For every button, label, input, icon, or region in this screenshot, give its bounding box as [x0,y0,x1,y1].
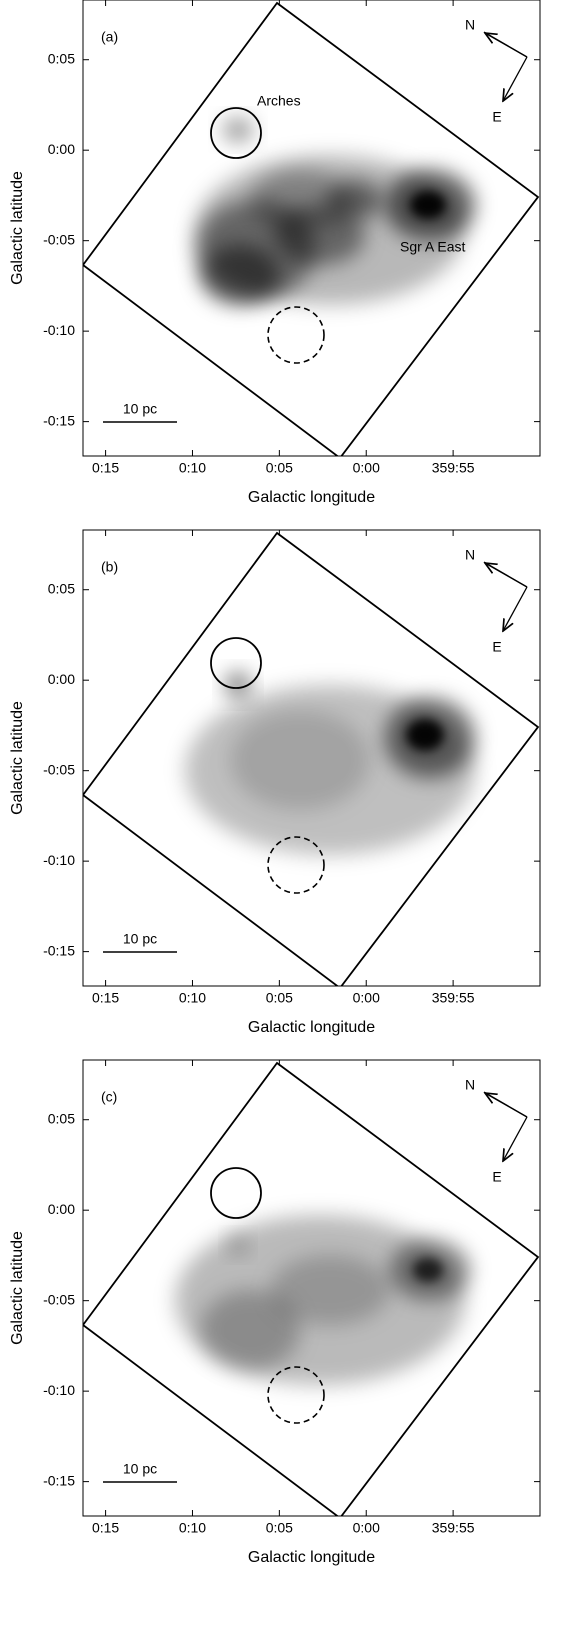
emission [230,710,370,810]
x-tick-label: 0:05 [266,990,293,1006]
y-tick-label: -0:05 [43,761,75,777]
x-tick-label: 0:00 [353,1520,380,1536]
y-tick-label: 0:05 [48,50,75,66]
field-of-view [83,1061,540,1516]
compass-arrow [503,1116,528,1161]
panel: 0:15 0:10 0:05 0:00 359:55 0:05 0:00 -0:05 -0:10… [9,0,541,506]
annotation: Sgr A East [400,239,465,255]
arches-region [210,1167,262,1219]
panel: 0:15 0:10 0:05 0:00 359:55 0:05 0:00 -0:05 -0:10… [9,529,541,1036]
y-tick-label: -0:15 [43,1472,75,1488]
xray-image [83,1061,540,1516]
plot-frame [82,0,541,457]
field-of-view [83,1,540,456]
x-axis-title: Galactic longitude [248,489,375,506]
compass-arrow [485,563,528,588]
scale-bar-label: 10 pc [123,931,157,947]
compass-e: E [492,109,501,125]
field-of-view [83,531,540,986]
y-tick-label: -0:10 [43,1382,75,1398]
y-tick-label: -0:15 [43,942,75,958]
y-tick-label: -0:10 [43,852,75,868]
emission [200,245,280,305]
x-tick-label: 0:15 [92,460,119,476]
x-tick-label: 0:10 [179,990,206,1006]
x-tick-label: 0:15 [92,990,119,1006]
scale-bar-label: 10 pc [123,1461,157,1477]
xray-image [83,531,540,986]
compass-e: E [492,1169,501,1185]
x-tick-label: 359:55 [432,460,475,476]
x-axis-title: Galactic longitude [248,1019,375,1036]
annotation: Arches [257,93,301,109]
plot-frame [82,1059,541,1517]
panel-label: (c) [101,1089,117,1105]
background-region [267,836,325,894]
compass-arrow [503,586,528,631]
xray-image [83,1,540,456]
y-tick-label: -0:10 [43,322,75,338]
x-tick-label: 0:10 [179,1520,206,1536]
emission [223,118,253,142]
scale-bar-label: 10 pc [123,401,157,417]
background-region [267,306,325,364]
y-axis-title: Galactic latitude [9,1231,26,1345]
x-axis-title: Galactic longitude [248,1549,375,1566]
y-tick-label: 0:05 [48,580,75,596]
background-region [267,1366,325,1424]
x-tick-label: 359:55 [432,990,475,1006]
arches-region [210,637,262,689]
y-tick-label: 0:00 [48,671,75,687]
y-tick-label: -0:15 [43,412,75,428]
x-tick-label: 359:55 [432,1520,475,1536]
x-tick-label: 0:15 [92,1520,119,1536]
panel-label: (b) [101,559,118,575]
x-tick-label: 0:00 [353,990,380,1006]
emission [200,1290,300,1370]
emission [270,1255,390,1325]
x-tick-label: 0:00 [353,460,380,476]
emission [228,1235,248,1255]
compass-e: E [492,639,501,655]
compass-n: N [465,17,475,33]
emission [250,170,350,230]
emission [413,1258,443,1282]
emission [225,672,251,698]
compass-arrow [503,56,528,101]
panel: 0:15 0:10 0:05 0:00 359:55 0:05 0:00 -0:05 -0:10… [9,1059,541,1566]
y-axis-title: Galactic latitude [9,701,26,815]
y-axis-title: Galactic latitude [9,171,26,285]
y-tick-label: 0:00 [48,1201,75,1217]
arches-region [210,107,262,159]
y-tick-label: 0:00 [48,141,75,157]
emission [406,719,444,751]
panel-label: (a) [101,29,118,45]
compass-arrow [485,33,528,58]
x-tick-label: 0:10 [179,460,206,476]
x-tick-label: 0:05 [266,1520,293,1536]
y-tick-label: 0:05 [48,1110,75,1126]
emission [410,191,446,219]
plot-frame [82,529,541,987]
y-tick-label: -0:05 [43,231,75,247]
x-tick-label: 0:05 [266,460,293,476]
compass-n: N [465,1077,475,1093]
compass-n: N [465,547,475,563]
y-tick-label: -0:05 [43,1291,75,1307]
compass-arrow [485,1093,528,1118]
